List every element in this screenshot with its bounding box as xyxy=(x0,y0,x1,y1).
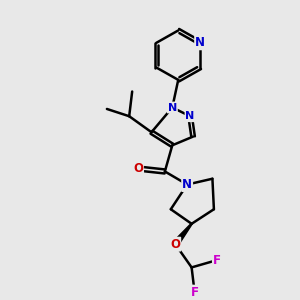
Text: O: O xyxy=(170,238,180,250)
Polygon shape xyxy=(173,224,192,246)
Text: N: N xyxy=(168,103,177,112)
Text: N: N xyxy=(182,178,192,191)
Text: F: F xyxy=(213,254,221,267)
Text: N: N xyxy=(195,36,205,49)
Text: O: O xyxy=(133,162,143,175)
Text: N: N xyxy=(185,111,195,121)
Text: F: F xyxy=(190,286,199,298)
